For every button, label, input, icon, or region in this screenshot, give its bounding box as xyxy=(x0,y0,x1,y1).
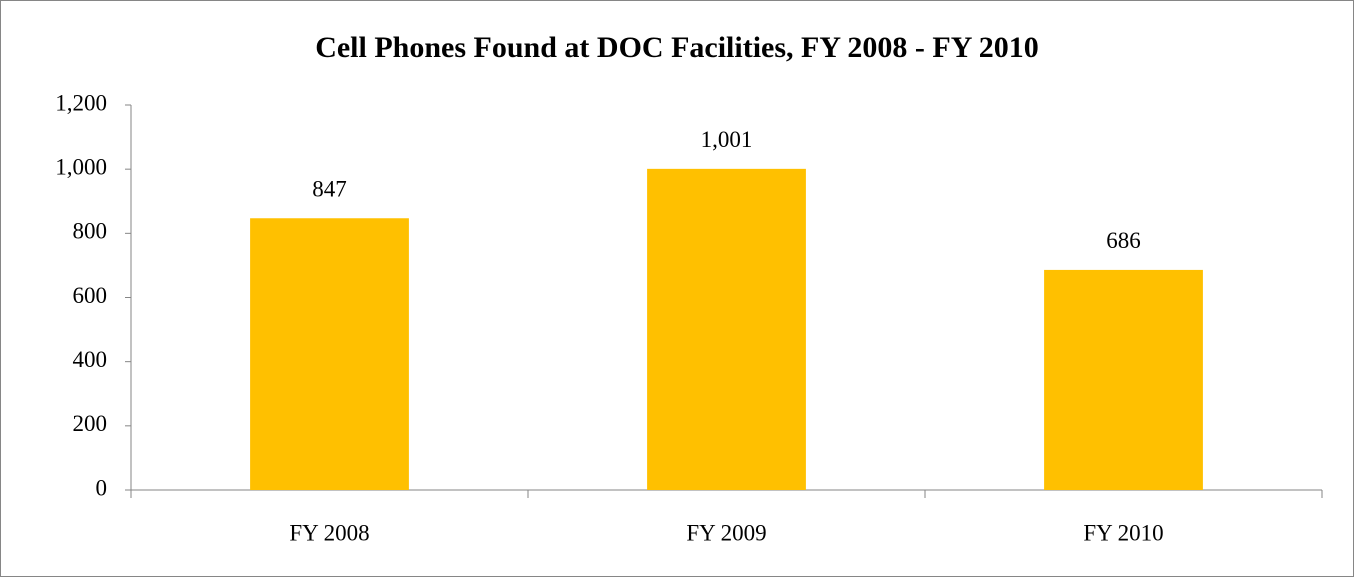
x-tick-label: FY 2009 xyxy=(686,520,766,545)
y-tick-label: 400 xyxy=(73,347,108,372)
chart-title: Cell Phones Found at DOC Facilities, FY … xyxy=(315,31,1039,64)
y-tick-label: 1,000 xyxy=(55,154,107,179)
x-tick-label: FY 2010 xyxy=(1083,520,1163,545)
y-tick-label: 600 xyxy=(73,283,108,308)
y-tick-label: 200 xyxy=(73,411,108,436)
data-label: 1,001 xyxy=(701,127,753,152)
y-tick-label: 0 xyxy=(96,475,108,500)
y-tick-label: 800 xyxy=(73,219,108,244)
bar xyxy=(647,168,806,491)
data-label: 686 xyxy=(1106,228,1141,253)
y-tick-label: 1,200 xyxy=(55,90,107,115)
data-label: 847 xyxy=(312,177,347,202)
bar xyxy=(1044,269,1203,490)
bar xyxy=(250,218,409,491)
x-tick-label: FY 2008 xyxy=(289,520,369,545)
